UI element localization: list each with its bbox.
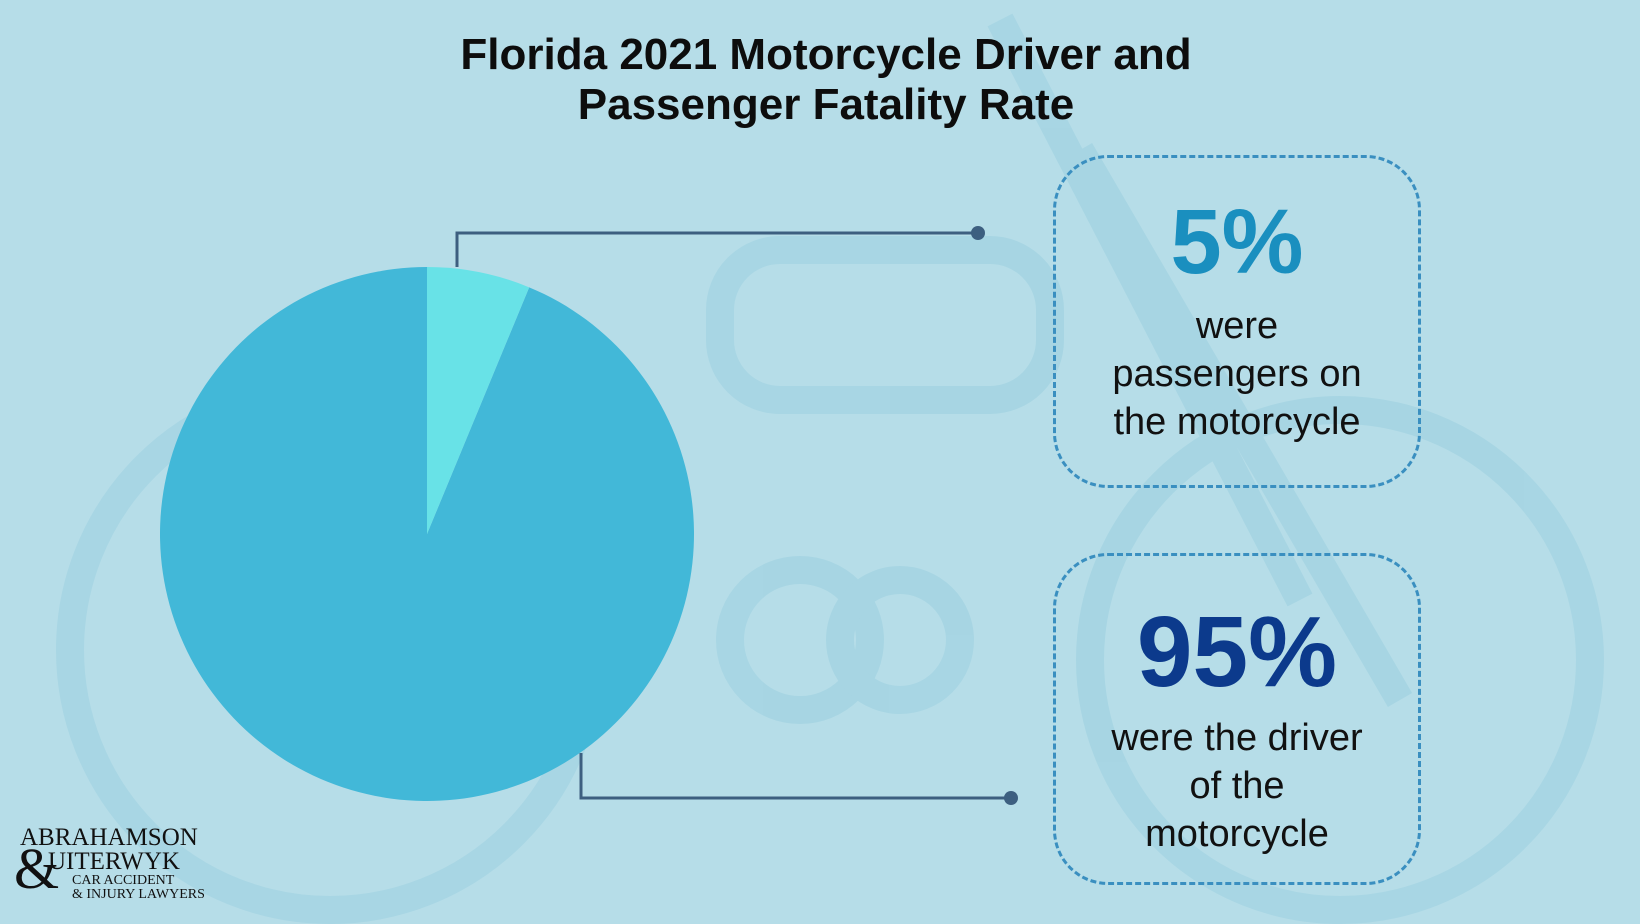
leader-dot-driver: [1004, 791, 1018, 805]
logo-ampersand: &: [14, 836, 60, 901]
pie-slice-driver: [160, 267, 695, 802]
logo-line: UITERWYK: [48, 848, 180, 875]
leader-dot-passenger: [971, 226, 985, 240]
driver-percent: 95%: [1136, 596, 1338, 708]
callout-text: the motorcycle: [1113, 401, 1361, 443]
chart-title: Florida 2021 Motorcycle Driver and Passe…: [0, 30, 1640, 130]
callout-text: were the driver: [1111, 717, 1363, 759]
callout-text: motorcycle: [1145, 813, 1329, 855]
title-line-1: Florida 2021 Motorcycle Driver and: [460, 30, 1192, 79]
leader-line-passenger: [455, 231, 978, 267]
logo-line: ABRAHAMSON: [20, 824, 198, 851]
pie-slice-passenger: [427, 267, 530, 534]
callout-text: passengers on: [1112, 353, 1362, 395]
callout-text: were: [1195, 305, 1279, 347]
leader-line-driver: [579, 753, 1011, 800]
callout-passenger: 5% were passengers on the motorcycle: [1053, 155, 1421, 488]
passenger-percent: 5%: [1170, 191, 1304, 293]
callout-driver: 95% were the driver of the motorcycle: [1053, 553, 1421, 885]
title-line-2: Passenger Fatality Rate: [577, 80, 1075, 129]
company-logo: ABRAHAMSON & UITERWYK CAR ACCIDENT & INJ…: [14, 824, 205, 902]
logo-line: & INJURY LAWYERS: [72, 887, 205, 902]
logo-line: CAR ACCIDENT: [72, 873, 175, 888]
callout-text: of the: [1189, 765, 1285, 807]
